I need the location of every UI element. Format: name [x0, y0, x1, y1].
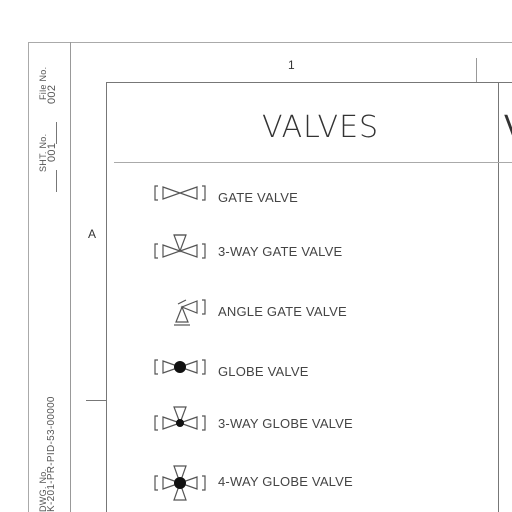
3-way-gate-valve-icon [154, 234, 206, 259]
drawing-border-left [28, 42, 29, 512]
drawing-border-top [28, 42, 512, 43]
legend-item-label: 4-WAY GLOBE VALVE [218, 474, 353, 489]
angle-gate-valve-icon [174, 299, 206, 326]
legend-frame-top [106, 82, 512, 83]
legend-item-3-way-globe-valve: 3-WAY GLOBE VALVE [140, 404, 500, 444]
legend-item-label: GLOBE VALVE [218, 364, 309, 379]
globe-valve-icon [154, 359, 206, 375]
title-block-divider [70, 42, 71, 512]
legend-item-label: 3-WAY GATE VALVE [218, 244, 343, 259]
gate-valve-icon [154, 185, 206, 201]
legend-item-globe-valve: GLOBE VALVE [140, 352, 500, 392]
row-marker-line [86, 400, 106, 401]
grid-column-tick [476, 58, 477, 82]
title-block-tick-2 [56, 170, 57, 192]
title-block-tick [56, 122, 57, 144]
legend-frame-left [106, 82, 107, 512]
sht-no-value: 001 [46, 142, 58, 162]
4-way-globe-valve-icon [154, 465, 206, 501]
legend-heading-underline [114, 162, 512, 163]
next-legend-heading: V [504, 110, 512, 145]
grid-column-1: 1 [288, 58, 295, 72]
legend-item-label: 3-WAY GLOBE VALVE [218, 416, 353, 431]
legend-item-gate-valve: GATE VALVE [140, 178, 500, 218]
grid-row-a: A [88, 227, 97, 241]
legend-frame-column-divider [498, 82, 499, 512]
file-no-value-text: 002 [46, 84, 58, 104]
legend-item-4-way-globe-valve: 4-WAY GLOBE VALVE [140, 462, 500, 502]
legend-item-angle-gate-valve: ANGLE GATE VALVE [140, 292, 500, 332]
dwg-no-value: K-201-PR-PID-53-00000 [46, 396, 57, 512]
legend-heading: VALVES [262, 110, 380, 145]
legend-item-label: GATE VALVE [218, 190, 299, 205]
3-way-globe-valve-icon [154, 406, 206, 431]
legend-item-3-way-gate-valve: 3-WAY GATE VALVE [140, 232, 500, 272]
legend-item-label: ANGLE GATE VALVE [218, 304, 347, 319]
